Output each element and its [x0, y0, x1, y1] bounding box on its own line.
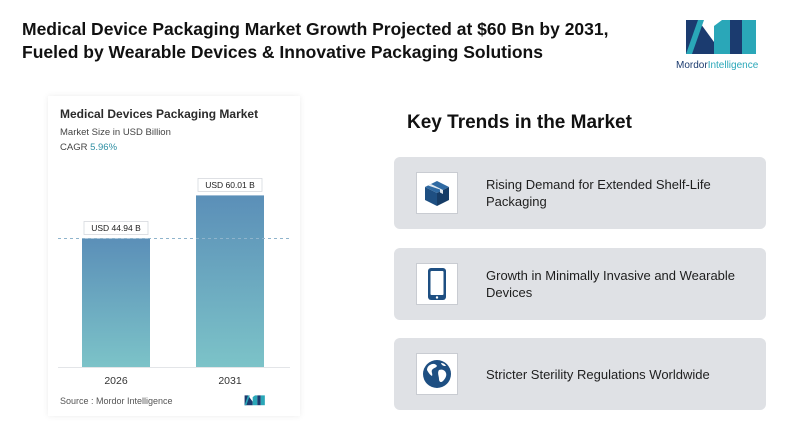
- chart-subtitle: Market Size in USD Billion: [60, 127, 171, 138]
- source-logo-icon: [244, 395, 265, 406]
- cagr-value: 5.96%: [90, 142, 118, 153]
- trend-icon-frame: [416, 172, 458, 214]
- chart-title: Medical Devices Packaging Market: [60, 107, 259, 121]
- trend-card-sterility-regulations: Stricter Sterility Regulations Worldwide: [394, 338, 766, 410]
- cagr-label: CAGR: [60, 142, 88, 153]
- logo-text-intelligence: Intelligence: [707, 60, 759, 71]
- logo-mark-icon: [686, 20, 756, 54]
- trend-card-wearable-devices: Growth in Minimally Invasive and Wearabl…: [394, 248, 766, 320]
- package-box-icon: [425, 181, 449, 206]
- chart-cagr: CAGR 5.96%: [60, 142, 117, 153]
- page-title: Medical Device Packaging Market Growth P…: [22, 19, 609, 62]
- category-label: 2031: [218, 375, 242, 387]
- data-label-box: [83, 221, 149, 235]
- data-label: USD 44.94 B: [91, 223, 141, 233]
- data-label: USD 60.01 B: [205, 180, 255, 190]
- mordor-intelligence-logo: MordorIntelligence: [676, 16, 776, 74]
- trends-title: Key Trends in the Market: [407, 112, 632, 133]
- trend-icon-frame: [416, 263, 458, 305]
- logo-text-mordor: Mordor: [676, 60, 708, 71]
- trend-label: Stricter Sterility Regulations Worldwide: [486, 366, 710, 382]
- trend-label: Growth in Minimally Invasive and Wearabl…: [486, 268, 736, 300]
- trend-label: Rising Demand for Extended Shelf-Life Pa…: [486, 177, 711, 209]
- mobile-device-icon: [428, 268, 446, 300]
- data-label-box: [197, 178, 263, 192]
- chart-source: Source : Mordor Intelligence: [60, 396, 173, 406]
- bar-chart: USD 44.94 B 2026 USD 60.01 B 2031: [58, 178, 290, 387]
- market-size-chart-card: USD 44.94 B 2026 USD 60.01 B 2031 Medical D…: [48, 96, 300, 416]
- globe-icon: [423, 360, 451, 388]
- trend-card-shelf-life: Rising Demand for Extended Shelf-Life Pa…: [394, 157, 766, 229]
- trend-icon-frame: [416, 353, 458, 395]
- category-label: 2026: [104, 375, 128, 387]
- bar-2031: [196, 195, 264, 367]
- logo-text: MordorIntelligence: [676, 60, 776, 71]
- bar-2026: [82, 238, 150, 367]
